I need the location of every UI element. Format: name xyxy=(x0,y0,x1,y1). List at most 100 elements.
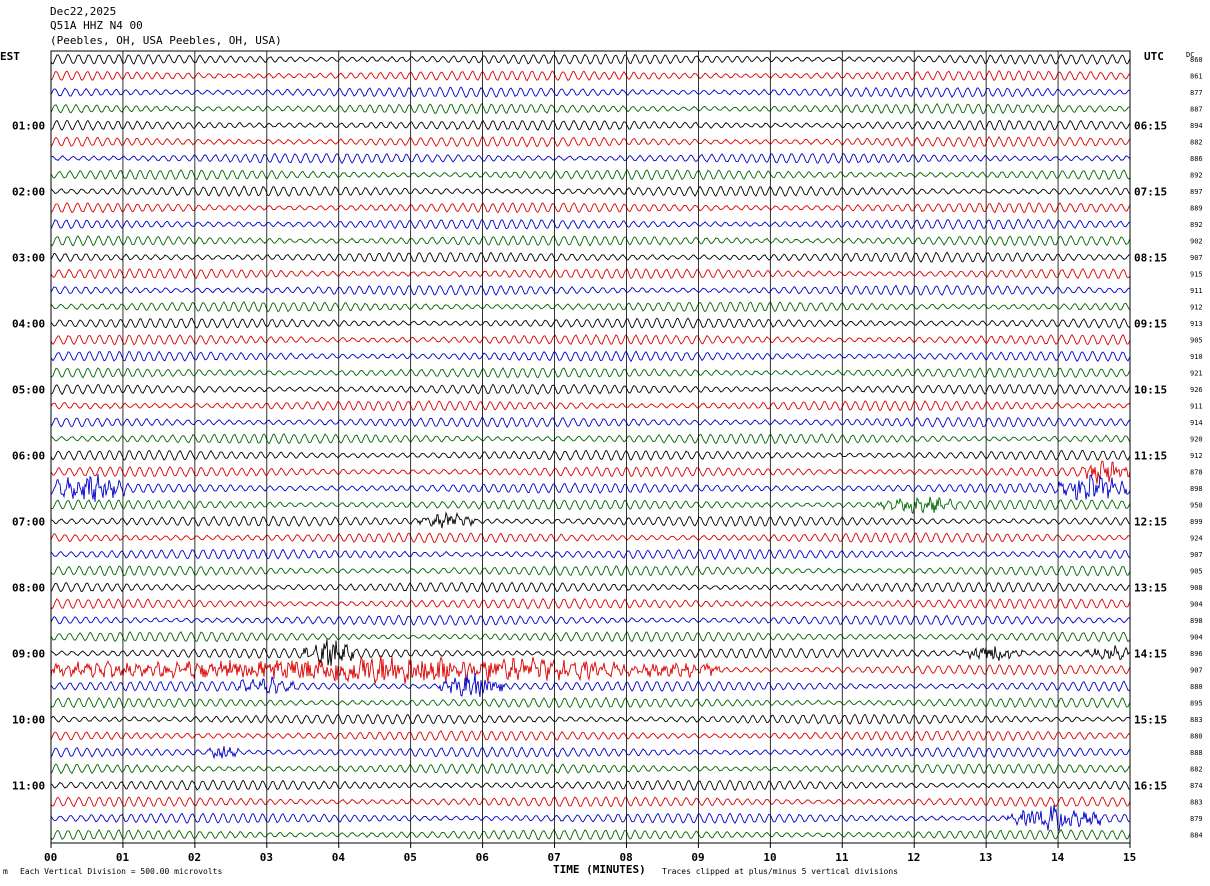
dc-value: 915 xyxy=(1190,270,1203,278)
utc-hour-label: 12:15 xyxy=(1134,515,1167,528)
x-tick-label: 13 xyxy=(979,851,992,864)
dc-value: 898 xyxy=(1190,617,1203,625)
trace-row xyxy=(50,251,1131,263)
trace-row xyxy=(50,135,1131,148)
trace-row xyxy=(50,597,1131,610)
utc-hour-label: 06:15 xyxy=(1134,119,1167,132)
utc-hour-label: 13:15 xyxy=(1134,581,1167,594)
est-hour-label: 11:00 xyxy=(12,779,45,792)
dc-values: 860 861 877 887 894 882 886 892 897 889 892 902 907 9… xyxy=(1190,56,1203,839)
dc-value: 880 xyxy=(1190,732,1203,740)
dc-value: 879 xyxy=(1190,815,1203,823)
dc-value: 888 xyxy=(1190,749,1203,757)
trace-row xyxy=(50,713,1131,725)
trace-row xyxy=(50,152,1131,165)
trace-row xyxy=(50,763,1131,775)
trace-row xyxy=(50,730,1131,742)
station-label: Q51A HHZ N4 00 xyxy=(50,19,143,32)
est-hour-label: 09:00 xyxy=(12,647,45,660)
dc-axis-label: DC xyxy=(1186,51,1194,59)
trace-row xyxy=(50,268,1131,280)
trace-row xyxy=(50,201,1131,214)
x-tick-label: 10 xyxy=(763,851,776,864)
dc-value: 912 xyxy=(1190,452,1203,460)
utc-hour-label: 14:15 xyxy=(1134,647,1167,660)
trace-row xyxy=(50,69,1131,82)
est-hour-label: 08:00 xyxy=(12,581,45,594)
x-tick-label: 03 xyxy=(260,851,273,864)
utc-hour-label: 07:15 xyxy=(1134,185,1167,198)
date-label: Dec22,2025 xyxy=(50,5,117,18)
dc-value: 883 xyxy=(1190,716,1203,724)
dc-value: 905 xyxy=(1190,567,1203,575)
x-tick-label: 04 xyxy=(332,851,346,864)
x-tick-labels: 00 01 02 03 04 05 06 07 08 09 10 11 12 13 14 15 xyxy=(44,843,1136,864)
utc-hour-label: 10:15 xyxy=(1134,383,1167,396)
x-tick-label: 11 xyxy=(835,851,849,864)
dc-value: 904 xyxy=(1190,633,1203,641)
dc-value: 860 xyxy=(1190,56,1203,64)
dc-value: 907 xyxy=(1190,551,1203,559)
dc-value: 897 xyxy=(1190,188,1203,196)
trace-row xyxy=(50,234,1131,247)
dc-value: 910 xyxy=(1190,353,1203,361)
trace-row xyxy=(50,655,1131,684)
utc-hour-labels: 06:15 07:15 08:15 09:15 10:15 11:15 12:15 13:15… xyxy=(1134,119,1167,792)
trace-row xyxy=(50,449,1131,461)
dc-value: 882 xyxy=(1190,765,1203,773)
est-hour-label: 10:00 xyxy=(12,713,45,726)
dc-value: 907 xyxy=(1190,666,1203,674)
trace-row xyxy=(50,119,1131,131)
dc-value: 878 xyxy=(1190,468,1203,476)
utc-hour-label: 11:15 xyxy=(1134,449,1167,462)
trace-row xyxy=(50,473,1131,502)
x-tick-label: 15 xyxy=(1123,851,1136,864)
dc-value: 882 xyxy=(1190,138,1203,146)
x-tick-label: 06 xyxy=(476,851,490,864)
dc-value: 899 xyxy=(1190,518,1203,526)
dc-value: 889 xyxy=(1190,204,1203,212)
trace-row xyxy=(50,532,1131,544)
x-tick-label: 14 xyxy=(1051,851,1065,864)
dc-value: 861 xyxy=(1190,72,1203,80)
trace-row xyxy=(50,86,1131,99)
utc-hour-label: 16:15 xyxy=(1134,779,1167,792)
trace-row xyxy=(50,416,1131,429)
dc-value: 884 xyxy=(1190,831,1203,839)
trace-row xyxy=(50,300,1131,313)
x-tick-label: 12 xyxy=(907,851,920,864)
trace-row xyxy=(50,796,1131,808)
x-tick-label: 08 xyxy=(619,851,632,864)
dc-value: 892 xyxy=(1190,171,1203,179)
trace-row xyxy=(50,672,1131,698)
est-hour-label: 04:00 xyxy=(12,317,45,330)
est-hour-labels: 01:00 02:00 03:00 04:00 05:00 06:00 07:00 08:00… xyxy=(12,119,45,792)
trace-row xyxy=(50,218,1131,230)
trace-row xyxy=(50,185,1131,197)
location-label: (Peebles, OH, USA Peebles, OH, USA) xyxy=(50,34,282,47)
utc-hour-label: 15:15 xyxy=(1134,713,1167,726)
trace-row xyxy=(50,614,1131,626)
trace-row xyxy=(50,804,1131,832)
utc-axis-label: UTC xyxy=(1144,50,1164,63)
dc-value: 874 xyxy=(1190,782,1203,790)
utc-hour-label: 08:15 xyxy=(1134,251,1167,264)
utc-hour-label: 09:15 xyxy=(1134,317,1167,330)
x-tick-label: 02 xyxy=(188,851,201,864)
trace-row xyxy=(50,433,1131,445)
trace-row xyxy=(50,284,1131,297)
trace-row xyxy=(50,333,1131,346)
dc-value: 921 xyxy=(1190,369,1203,377)
dc-value: 886 xyxy=(1190,155,1203,163)
dc-value: 883 xyxy=(1190,798,1203,806)
dc-value: 894 xyxy=(1190,122,1203,130)
trace-row xyxy=(50,639,1131,666)
est-hour-label: 06:00 xyxy=(12,449,45,462)
dc-value: 908 xyxy=(1190,584,1203,592)
trace-row xyxy=(50,779,1131,792)
trace-row xyxy=(50,53,1131,65)
trace-row xyxy=(50,496,1131,515)
est-hour-label: 03:00 xyxy=(12,251,45,264)
dc-value: 904 xyxy=(1190,600,1203,608)
trace-row xyxy=(50,511,1131,529)
